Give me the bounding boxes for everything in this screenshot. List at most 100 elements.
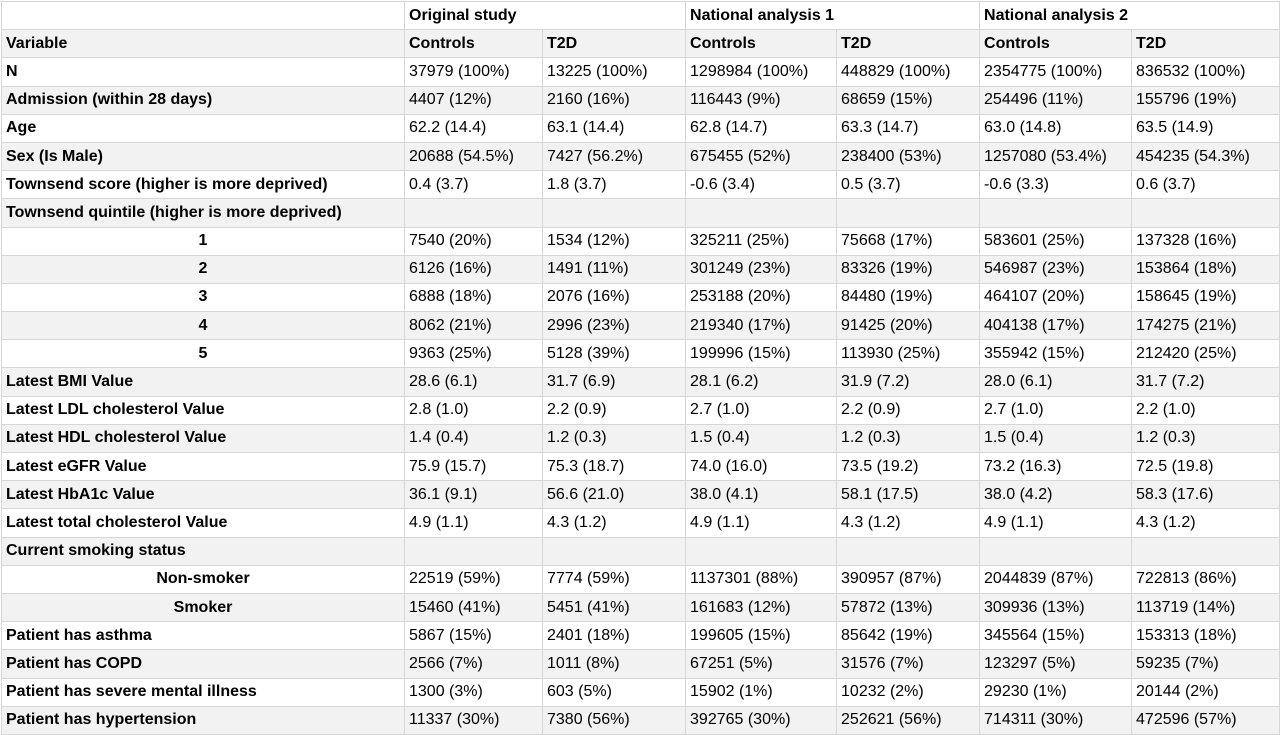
row-label: Townsend score (higher is more deprived) (1, 170, 405, 200)
table-cell: 7540 (20%) (404, 226, 543, 256)
table-row: Age 62.2 (14.4) 63.1 (14.4) 62.8 (14.7) 63.3… (1, 113, 1280, 143)
table-cell: 22519 (59%) (404, 564, 543, 594)
table-cell: 404138 (17%) (979, 311, 1133, 341)
table-cell: 4.9 (1.1) (979, 508, 1133, 538)
table-cell (685, 536, 838, 566)
table-cell: 454235 (54.3%) (1131, 141, 1280, 172)
table-cell: -0.6 (3.4) (685, 170, 838, 200)
table-cell: 67251 (5%) (685, 649, 838, 679)
table-cell (1131, 198, 1280, 228)
table-row: Admission (within 28 days) 4407 (12%) 2160… (1, 85, 1280, 115)
table-cell: 1534 (12%) (541, 226, 687, 256)
table-cell: 62.2 (14.4) (404, 113, 543, 143)
table-cell: 73.5 (19.2) (836, 451, 981, 482)
table-cell (541, 198, 687, 228)
table-cell: 58.1 (17.5) (836, 480, 981, 510)
table-cell (404, 198, 543, 228)
table-cell: 74.0 (16.0) (685, 451, 838, 482)
table-cell: 2996 (23%) (541, 311, 687, 341)
table-row: Latest BMI Value 28.6 (6.1) 31.7 (6.9) 28.1… (1, 367, 1280, 397)
column-header-t2d: T2D (1131, 29, 1280, 59)
table-row: Townsend score (higher is more deprived)… (1, 170, 1280, 200)
table-cell: 31.7 (7.2) (1131, 367, 1280, 397)
table-cell (685, 198, 838, 228)
row-label: N (1, 57, 405, 87)
table-cell: 2566 (7%) (404, 649, 543, 679)
table-cell: 29230 (1%) (979, 677, 1133, 707)
table-row: 5 9363 (25%) 5128 (39%) 199996 (15%) 113930 … (1, 339, 1280, 369)
table-row: 3 6888 (18%) 2076 (16%) 253188 (20%) 84480 (… (1, 282, 1280, 313)
table-cell: 158645 (19%) (1131, 282, 1280, 313)
table-cell: 2.7 (1.0) (979, 395, 1133, 425)
table-cell: 153313 (18%) (1131, 621, 1280, 651)
table-cell: 37979 (100%) (404, 57, 543, 87)
table-cell: 31576 (7%) (836, 649, 981, 679)
table-cell: 20688 (54.5%) (404, 141, 543, 172)
table-cell: 2.2 (0.9) (541, 395, 687, 425)
row-label: Age (1, 113, 405, 143)
row-label: Patient has hypertension (1, 705, 405, 735)
row-label: Non-smoker (1, 564, 405, 594)
table-cell: 2354775 (100%) (979, 57, 1133, 87)
table-cell (541, 536, 687, 566)
table-cell: 31.9 (7.2) (836, 367, 981, 397)
table-row: Patient has asthma 5867 (15%) 2401 (18%) 19… (1, 621, 1280, 651)
table-row: 2 6126 (16%) 1491 (11%) 301249 (23%) 83326 (… (1, 254, 1280, 284)
table-cell: 68659 (15%) (836, 85, 981, 115)
table-cell: 62.8 (14.7) (685, 113, 838, 143)
table-cell: 6888 (18%) (404, 282, 543, 313)
column-header-controls: Controls (685, 29, 838, 59)
table-row: Townsend quintile (higher is more depriv… (1, 198, 1280, 228)
table-cell: 56.6 (21.0) (541, 480, 687, 510)
column-header-t2d: T2D (836, 29, 981, 59)
table-cell: 301249 (23%) (685, 254, 838, 284)
table-cell: 2160 (16%) (541, 85, 687, 115)
row-label: Latest HbA1c Value (1, 480, 405, 510)
column-header-variable: Variable (1, 29, 405, 59)
table-cell: 1257080 (53.4%) (979, 141, 1133, 172)
table-cell: 325211 (25%) (685, 226, 838, 256)
table-cell: 309936 (13%) (979, 592, 1133, 623)
table-cell: 722813 (86%) (1131, 564, 1280, 594)
table-row: N 37979 (100%) 13225 (100%) 1298984 (100%) 4… (1, 57, 1280, 87)
table-cell: 174275 (21%) (1131, 311, 1280, 341)
table-cell: 2.2 (1.0) (1131, 395, 1280, 425)
table-cell: 58.3 (17.6) (1131, 480, 1280, 510)
table-cell: 153864 (18%) (1131, 254, 1280, 284)
table-row: Current smoking status (1, 536, 1280, 566)
row-label: Latest total cholesterol Value (1, 508, 405, 538)
table-cell: 113719 (14%) (1131, 592, 1280, 623)
table-cell: 13225 (100%) (541, 57, 687, 87)
table-cell: 2.7 (1.0) (685, 395, 838, 425)
table-cell: 9363 (25%) (404, 339, 543, 369)
table-cell: 199996 (15%) (685, 339, 838, 369)
group-header-empty (1, 0, 405, 31)
table-cell: 63.0 (14.8) (979, 113, 1133, 143)
table-cell: 15460 (41%) (404, 592, 543, 623)
table-cell: 63.5 (14.9) (1131, 113, 1280, 143)
table-cell: 15902 (1%) (685, 677, 838, 707)
table-cell: 38.0 (4.2) (979, 480, 1133, 510)
table-cell: 0.5 (3.7) (836, 170, 981, 200)
table-cell: 7774 (59%) (541, 564, 687, 594)
table-cell: 583601 (25%) (979, 226, 1133, 256)
table-cell: 355942 (15%) (979, 339, 1133, 369)
table-cell: 57872 (13%) (836, 592, 981, 623)
table-cell: 8062 (21%) (404, 311, 543, 341)
table-cell: 2401 (18%) (541, 621, 687, 651)
table-cell: 1.8 (3.7) (541, 170, 687, 200)
table-cell: 0.6 (3.7) (1131, 170, 1280, 200)
table-cell (404, 536, 543, 566)
table-cell: 603 (5%) (541, 677, 687, 707)
table-row: Latest total cholesterol Value 4.9 (1.1) 4… (1, 508, 1280, 538)
row-label: 5 (1, 339, 405, 369)
table-cell: 123297 (5%) (979, 649, 1133, 679)
table-cell (1131, 536, 1280, 566)
row-label: Current smoking status (1, 536, 405, 566)
table-cell: 1.4 (0.4) (404, 423, 543, 454)
table-cell: 83326 (19%) (836, 254, 981, 284)
table-cell: 254496 (11%) (979, 85, 1133, 115)
table-cell: 73.2 (16.3) (979, 451, 1133, 482)
row-label: Patient has severe mental illness (1, 677, 405, 707)
row-label: Latest eGFR Value (1, 451, 405, 482)
